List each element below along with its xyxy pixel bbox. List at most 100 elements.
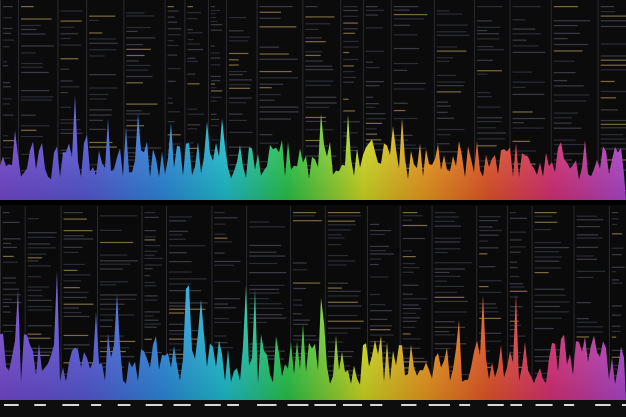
- text-line: [436, 81, 465, 83]
- text-line: [512, 140, 531, 142]
- text-line: [21, 45, 55, 47]
- text-line: [611, 330, 621, 333]
- text-line: [228, 59, 239, 61]
- text-line: [305, 80, 334, 82]
- text-line: [534, 288, 565, 290]
- text-line: [210, 20, 217, 23]
- text-line: [553, 6, 578, 8]
- text-line: [21, 62, 43, 65]
- text-line: [126, 69, 149, 71]
- text-line: [512, 150, 537, 152]
- text-line: [126, 103, 158, 105]
- text-line: [99, 284, 117, 286]
- column-divider: [324, 206, 326, 400]
- text-line: [393, 117, 418, 120]
- text-line: [99, 294, 137, 296]
- text-line: [167, 28, 182, 30]
- text-line: [393, 6, 419, 8]
- text-line: [436, 101, 449, 103]
- text-line: [600, 15, 626, 17]
- text-line: [305, 65, 333, 67]
- text-line: [365, 143, 386, 145]
- text-line: [249, 346, 279, 348]
- column-divider: [164, 0, 166, 198]
- text-line: [144, 311, 161, 313]
- text-line: [534, 360, 550, 362]
- text-line: [434, 275, 461, 277]
- text-line: [343, 58, 359, 61]
- text-line: [60, 37, 71, 40]
- text-line: [144, 338, 152, 340]
- text-line: [509, 239, 522, 241]
- text-line: [477, 70, 502, 72]
- text-line: [611, 325, 621, 327]
- text-line: [27, 276, 41, 278]
- text-line: [210, 113, 217, 115]
- text-line: [434, 334, 456, 336]
- text-line: [167, 121, 175, 123]
- text-line: [60, 128, 81, 131]
- text-line: [305, 60, 323, 62]
- text-line: [228, 30, 244, 32]
- text-line: [187, 18, 198, 20]
- text-line: [60, 119, 81, 121]
- text-line: [553, 72, 576, 74]
- text-line: [214, 252, 225, 254]
- text-line: [210, 64, 221, 66]
- text-line: [210, 24, 223, 26]
- text-line: [402, 293, 413, 295]
- text-line: [553, 94, 590, 96]
- text-line: [89, 87, 118, 89]
- text-line: [576, 318, 589, 320]
- text-line: [63, 218, 87, 220]
- text-line: [343, 146, 358, 148]
- text-line: [259, 83, 284, 85]
- text-line: [479, 303, 496, 305]
- text-line: [259, 53, 289, 55]
- text-line: [553, 163, 590, 165]
- text-line: [63, 274, 91, 276]
- text-line: [214, 335, 227, 337]
- text-line: [27, 286, 49, 288]
- text-line: [479, 240, 489, 242]
- text-line: [210, 9, 220, 12]
- text-line: [27, 305, 53, 308]
- text-line: [167, 102, 173, 104]
- text-line: [402, 347, 421, 349]
- text-line: [477, 33, 500, 35]
- text-line: [168, 290, 202, 292]
- text-line: [534, 229, 552, 231]
- text-line: [3, 212, 10, 214]
- text-line: [477, 145, 497, 147]
- column-divider: [608, 206, 610, 400]
- text-line: [436, 74, 456, 76]
- text-line: [187, 124, 200, 126]
- text-line: [343, 110, 355, 112]
- text-line: [509, 261, 518, 263]
- text-line: [228, 73, 243, 76]
- text-line: [214, 346, 233, 349]
- text-line: [305, 145, 329, 147]
- text-line: [611, 314, 622, 316]
- text-line: [477, 91, 491, 94]
- text-line: [343, 132, 359, 134]
- text-line: [187, 32, 203, 34]
- text-line: [144, 326, 157, 328]
- text-line: [259, 134, 273, 136]
- text-line: [600, 55, 626, 57]
- text-line: [126, 30, 138, 32]
- text-line: [63, 238, 94, 240]
- text-line: [436, 24, 468, 26]
- text-line: [210, 149, 219, 151]
- text-line: [167, 68, 181, 70]
- text-line: [3, 288, 20, 290]
- text-line: [365, 14, 379, 16]
- text-line: [168, 252, 187, 254]
- text-line: [327, 237, 345, 239]
- text-line: [477, 96, 492, 98]
- text-line: [187, 152, 194, 154]
- text-line: [600, 6, 614, 8]
- waveforms: [0, 95, 626, 400]
- text-line: [434, 311, 467, 313]
- text-line: [3, 277, 17, 279]
